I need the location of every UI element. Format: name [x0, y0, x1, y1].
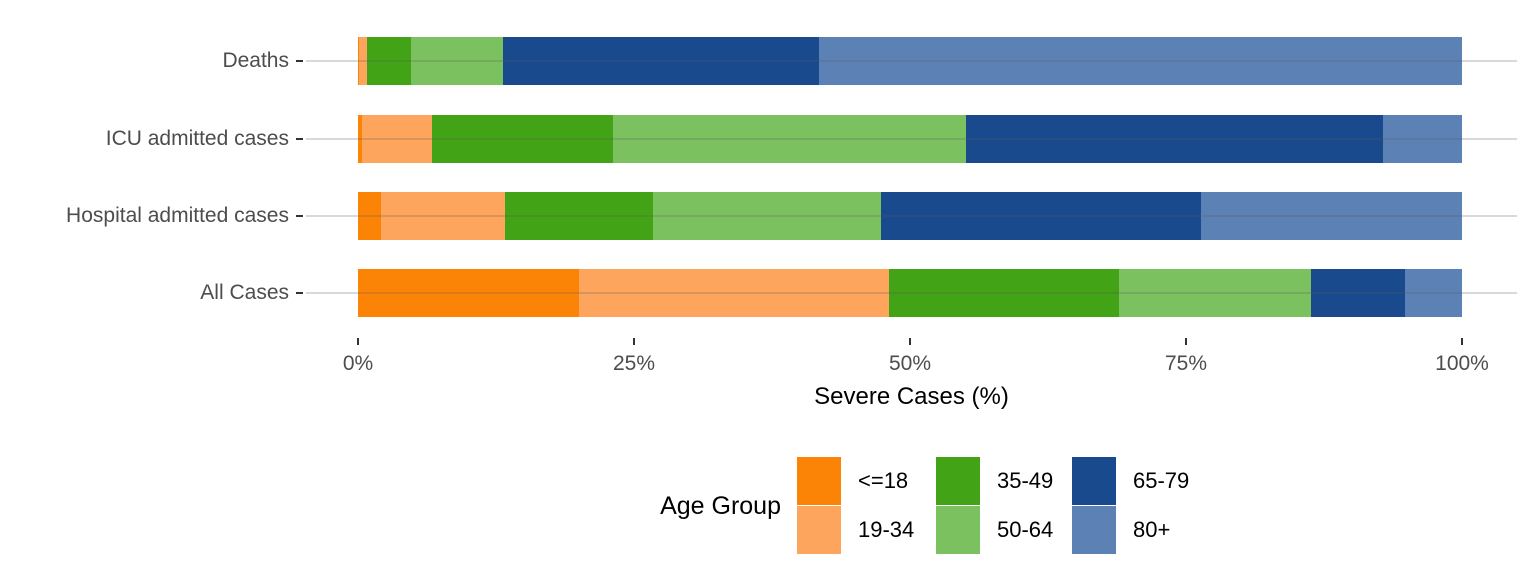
bar-segment-all-cases-le18	[358, 269, 579, 317]
x-axis-tick-label-100: 100%	[1435, 352, 1489, 375]
bar-segment-deaths-65-79	[502, 37, 820, 85]
legend-key-65-79	[1072, 457, 1116, 505]
bar-segment-icu-admitted-cases-80plus	[1382, 115, 1462, 163]
x-axis-tick-label-25: 25%	[612, 352, 656, 375]
bar-segment-all-cases-19-34	[578, 269, 890, 317]
bar-segment-icu-admitted-cases-50-64	[613, 115, 967, 163]
bar-segment-deaths-50-64	[410, 37, 503, 85]
bar-segment-deaths-19-34	[359, 37, 367, 85]
legend-label-80plus: 80+	[1133, 517, 1171, 542]
bar-segment-deaths-80plus	[819, 37, 1462, 85]
gridline-over-bar-icu-admitted-cases	[358, 138, 1462, 140]
legend-label-35-49: 35-49	[997, 468, 1054, 493]
y-axis-tick-hospital-admitted-cases	[296, 215, 303, 217]
bar-segment-all-cases-65-79	[1310, 269, 1405, 317]
bar-segment-hospital-admitted-cases-50-64	[652, 192, 882, 240]
legend-key-le18	[797, 457, 841, 505]
y-axis-tick-deaths	[296, 60, 303, 62]
legend-key-35-49	[936, 457, 980, 505]
x-axis-tick-0	[357, 338, 359, 345]
x-axis-tick-100	[1461, 338, 1463, 345]
bar-segment-hospital-admitted-cases-35-49	[504, 192, 653, 240]
bar-segment-all-cases-80plus	[1404, 269, 1462, 317]
y-axis-label-icu-admitted-cases: ICU admitted cases	[105, 127, 289, 150]
bar-segment-all-cases-35-49	[889, 269, 1119, 317]
x-axis-tick-label-50: 50%	[888, 352, 932, 375]
y-axis-label-deaths: Deaths	[222, 49, 289, 72]
bar-segment-hospital-admitted-cases-19-34	[381, 192, 505, 240]
legend-label-19-34: 19-34	[858, 517, 915, 542]
gridline-over-bar-all-cases	[358, 292, 1462, 294]
bar-segment-hospital-admitted-cases-80plus	[1201, 192, 1462, 240]
y-axis-tick-icu-admitted-cases	[296, 138, 303, 140]
legend-title: Age Group	[660, 492, 781, 520]
bar-segment-hospital-admitted-cases-le18	[358, 192, 382, 240]
bar-segment-all-cases-50-64	[1118, 269, 1311, 317]
bar-segment-deaths-35-49	[366, 37, 411, 85]
bar-segment-icu-admitted-cases-19-34	[362, 115, 432, 163]
x-axis-tick-25	[633, 338, 635, 345]
legend-key-80plus	[1072, 506, 1116, 554]
bar-segment-icu-admitted-cases-65-79	[966, 115, 1383, 163]
x-axis-tick-50	[909, 338, 911, 345]
legend-key-50-64	[936, 506, 980, 554]
x-axis-tick-label-0: 0%	[342, 352, 374, 375]
x-axis-title: Severe Cases (%)	[814, 383, 1009, 410]
y-axis-label-hospital-admitted-cases: Hospital admitted cases	[66, 204, 289, 227]
legend-label-50-64: 50-64	[997, 517, 1054, 542]
legend-label-65-79: 65-79	[1133, 468, 1190, 493]
x-axis-tick-75	[1185, 338, 1187, 345]
gridline-over-bar-hospital-admitted-cases	[358, 215, 1462, 217]
bar-segment-icu-admitted-cases-le18	[358, 115, 363, 163]
y-axis-tick-all-cases	[296, 292, 303, 294]
legend-label-le18: <=18	[858, 468, 909, 493]
gridline-over-bar-deaths	[358, 60, 1462, 62]
bar-segment-icu-admitted-cases-35-49	[431, 115, 613, 163]
legend-key-19-34	[797, 506, 841, 554]
y-axis-label-all-cases: All Cases	[200, 281, 289, 304]
bar-segment-deaths-le18	[358, 37, 360, 85]
bar-segment-hospital-admitted-cases-65-79	[881, 192, 1202, 240]
x-axis-tick-label-75: 75%	[1164, 352, 1208, 375]
